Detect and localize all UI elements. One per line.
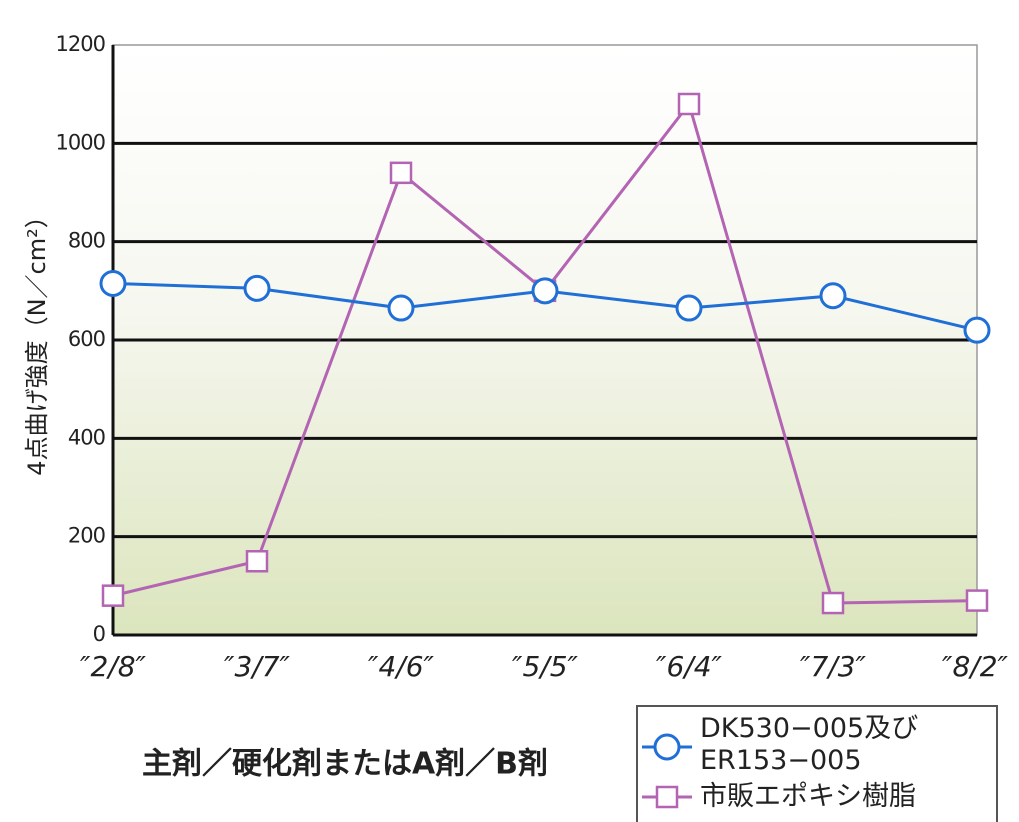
x-tick-label: ″6/4″	[656, 650, 723, 683]
legend-marker	[653, 733, 681, 761]
legend-label: DK530−005及び ER153−005	[700, 713, 919, 776]
x-tick-label: ″7/3″	[800, 650, 867, 683]
y-tick-label: 200	[68, 524, 105, 548]
x-tick-label: ″5/5″	[512, 650, 579, 683]
legend-swatch	[642, 733, 692, 761]
data-point	[99, 269, 127, 297]
data-point	[963, 316, 991, 344]
data-point	[821, 591, 845, 615]
y-axis-title: 4点曲げ強度（N／cm²）	[23, 204, 51, 475]
data-point	[389, 161, 413, 185]
x-axis-title: 主剤／硬化剤またはA剤／B剤	[142, 747, 548, 782]
y-tick-label: 400	[68, 425, 105, 449]
legend-swatch	[642, 785, 692, 809]
x-tick-label: ″4/6″	[368, 650, 435, 683]
data-point	[387, 294, 415, 322]
x-tick-label: ″3/7″	[224, 650, 291, 683]
data-point	[677, 92, 701, 116]
data-point	[531, 277, 559, 305]
data-point	[819, 282, 847, 310]
data-point	[101, 584, 125, 607]
data-point	[965, 589, 989, 612]
data-point	[245, 550, 269, 573]
x-tick-label: ″2/8″	[80, 650, 147, 683]
legend: DK530−005及び ER153−005 市販エポキシ樹脂	[636, 705, 998, 822]
y-tick-label: 600	[68, 327, 105, 351]
data-point	[243, 274, 271, 302]
x-tick-label: ″8/2″	[942, 650, 1009, 683]
y-tick-label: 800	[68, 229, 105, 253]
data-point	[675, 294, 703, 322]
y-tick-label: 1000	[56, 130, 105, 154]
legend-label: 市販エポキシ樹脂	[700, 781, 916, 812]
y-tick-label: 0	[93, 622, 105, 646]
y-tick-label: 1200	[56, 32, 105, 56]
legend-marker	[655, 785, 679, 809]
